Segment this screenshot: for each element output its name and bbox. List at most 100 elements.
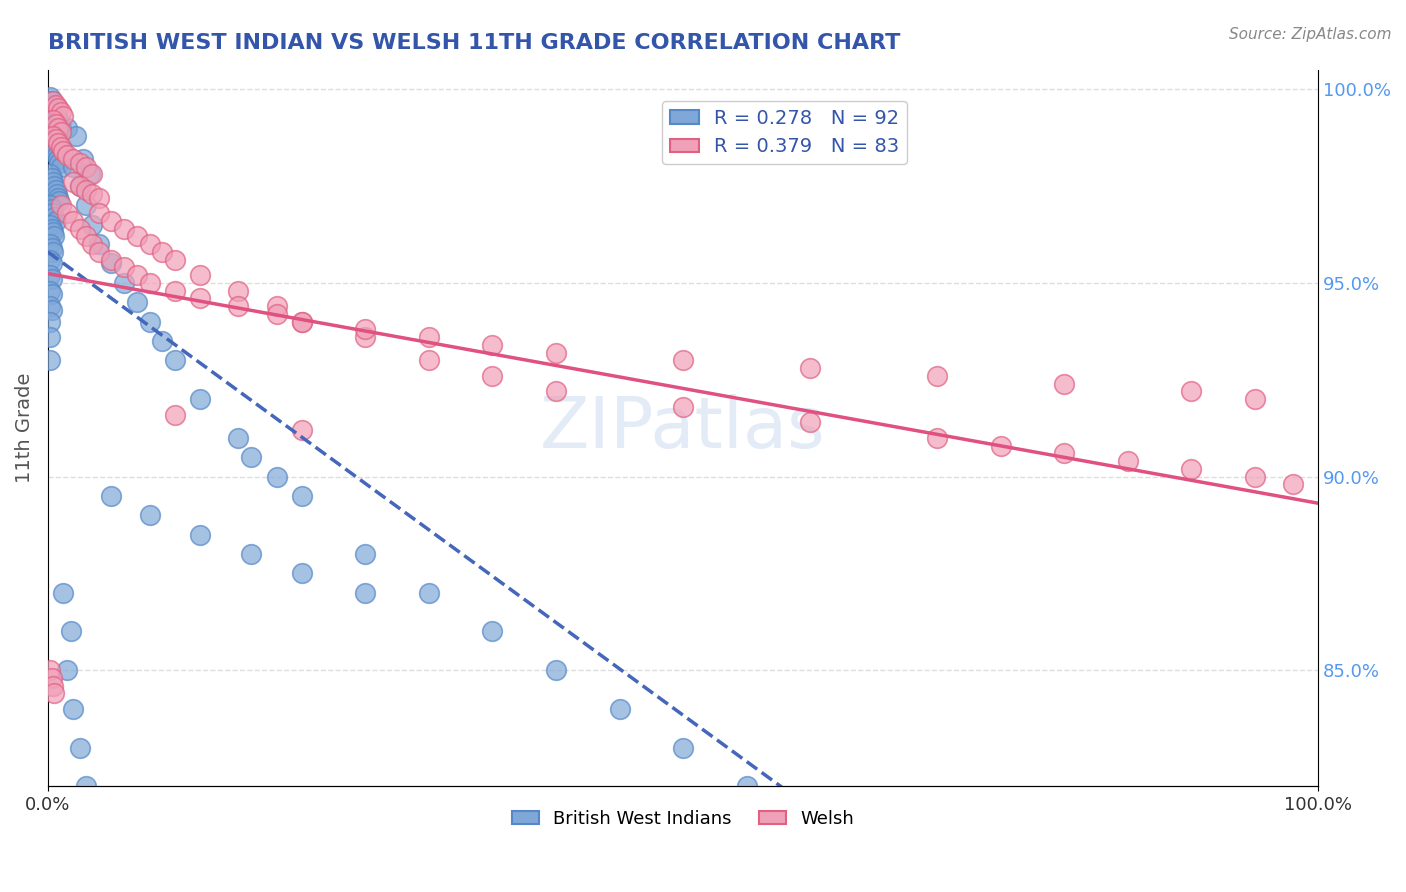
Point — [125, 268, 148, 282]
Point — [75, 229, 97, 244]
Point — [39, 252, 62, 267]
Point — [49, 105, 72, 120]
Point — [138, 276, 160, 290]
Point — [42, 97, 65, 112]
Point — [1243, 392, 1265, 406]
Point — [291, 314, 314, 328]
Point — [266, 299, 288, 313]
Point — [41, 132, 63, 146]
Point — [39, 167, 62, 181]
Point — [49, 160, 72, 174]
Point — [44, 97, 66, 112]
Point — [46, 102, 69, 116]
Point — [44, 210, 66, 224]
Point — [69, 155, 91, 169]
Point — [240, 547, 263, 561]
Point — [44, 178, 66, 193]
Point — [240, 450, 263, 464]
Point — [49, 125, 72, 139]
Point — [75, 183, 97, 197]
Point — [87, 237, 110, 252]
Point — [228, 431, 250, 445]
Point — [481, 368, 503, 383]
Point — [163, 353, 186, 368]
Point — [39, 218, 62, 232]
Point — [42, 94, 65, 108]
Point — [48, 155, 70, 169]
Point — [79, 167, 101, 181]
Point — [44, 144, 66, 158]
Point — [39, 314, 62, 328]
Point — [39, 237, 62, 252]
Point — [163, 408, 186, 422]
Point — [925, 857, 948, 871]
Point — [228, 299, 250, 313]
Point — [56, 120, 79, 135]
Point — [112, 260, 135, 275]
Point — [41, 671, 63, 685]
Point — [41, 171, 63, 186]
Point — [41, 302, 63, 317]
Point — [112, 221, 135, 235]
Point — [925, 368, 948, 383]
Point — [48, 194, 70, 209]
Point — [82, 237, 104, 252]
Text: ZIPatlas: ZIPatlas — [540, 393, 825, 463]
Point — [41, 287, 63, 301]
Point — [87, 244, 110, 259]
Point — [609, 702, 631, 716]
Point — [112, 276, 135, 290]
Point — [125, 229, 148, 244]
Point — [46, 120, 69, 135]
Point — [39, 128, 62, 143]
Point — [990, 438, 1012, 452]
Point — [48, 117, 70, 131]
Point — [41, 256, 63, 270]
Point — [100, 489, 122, 503]
Point — [42, 136, 65, 151]
Point — [44, 102, 66, 116]
Point — [72, 152, 94, 166]
Point — [41, 202, 63, 216]
Point — [418, 330, 440, 344]
Point — [354, 586, 377, 600]
Point — [291, 489, 314, 503]
Point — [291, 566, 314, 581]
Point — [354, 330, 377, 344]
Point — [49, 140, 72, 154]
Point — [44, 117, 66, 131]
Point — [46, 152, 69, 166]
Point — [62, 175, 84, 189]
Point — [41, 272, 63, 286]
Point — [46, 190, 69, 204]
Point — [125, 295, 148, 310]
Point — [188, 392, 211, 406]
Point — [354, 547, 377, 561]
Point — [62, 702, 84, 716]
Point — [49, 140, 72, 154]
Point — [291, 314, 314, 328]
Text: Source: ZipAtlas.com: Source: ZipAtlas.com — [1229, 27, 1392, 42]
Point — [45, 186, 67, 201]
Point — [44, 686, 66, 700]
Point — [75, 780, 97, 794]
Y-axis label: 11th Grade: 11th Grade — [15, 373, 34, 483]
Point — [138, 237, 160, 252]
Point — [672, 400, 695, 414]
Point — [82, 167, 104, 181]
Point — [228, 284, 250, 298]
Point — [672, 740, 695, 755]
Point — [41, 94, 63, 108]
Point — [46, 113, 69, 128]
Point — [59, 624, 82, 639]
Point — [1180, 462, 1202, 476]
Point — [188, 268, 211, 282]
Point — [44, 214, 66, 228]
Point — [1243, 469, 1265, 483]
Point — [82, 218, 104, 232]
Point — [163, 284, 186, 298]
Point — [100, 252, 122, 267]
Point — [49, 198, 72, 212]
Point — [41, 241, 63, 255]
Point — [69, 221, 91, 235]
